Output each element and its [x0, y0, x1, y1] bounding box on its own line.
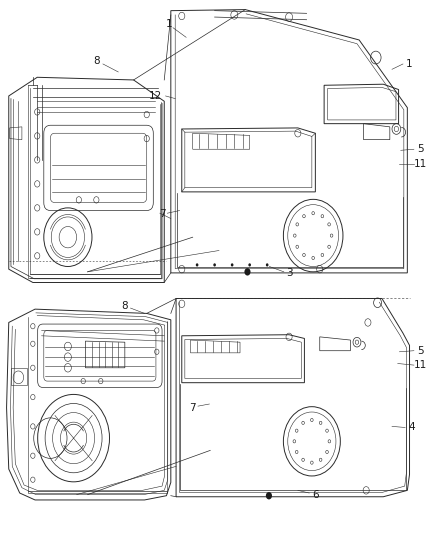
Text: 1: 1 — [406, 59, 413, 69]
Circle shape — [248, 263, 251, 266]
Circle shape — [266, 492, 272, 499]
Text: 4: 4 — [408, 423, 415, 432]
Text: 3: 3 — [286, 269, 293, 278]
Text: 8: 8 — [93, 56, 100, 66]
Text: 7: 7 — [189, 403, 196, 413]
Text: 5: 5 — [417, 144, 424, 154]
Text: 12: 12 — [149, 91, 162, 101]
Circle shape — [266, 263, 268, 266]
Circle shape — [231, 263, 233, 266]
Text: 1: 1 — [165, 19, 172, 29]
Text: 6: 6 — [312, 490, 319, 499]
Circle shape — [196, 263, 198, 266]
Text: 8: 8 — [121, 302, 128, 311]
Text: 11: 11 — [414, 159, 427, 168]
Text: 5: 5 — [417, 346, 424, 356]
Text: 7: 7 — [159, 209, 166, 219]
Circle shape — [244, 268, 251, 276]
Circle shape — [213, 263, 216, 266]
Text: 11: 11 — [414, 360, 427, 370]
